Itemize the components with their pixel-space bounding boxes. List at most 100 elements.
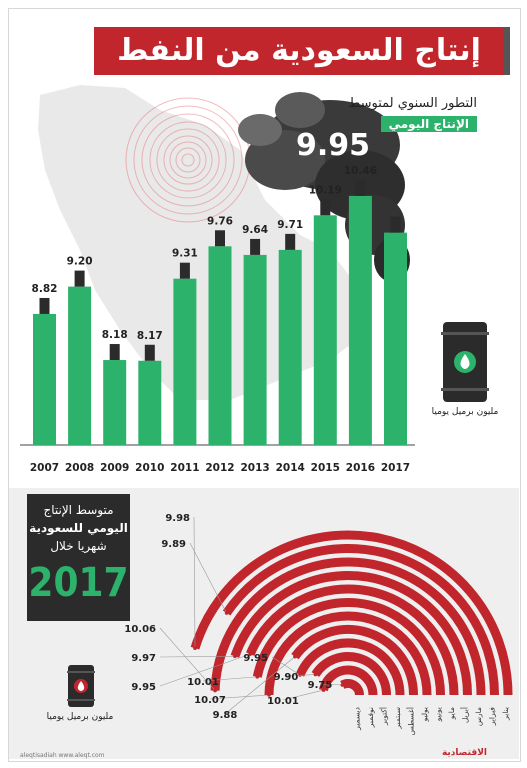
x-tick-label: 2009 (100, 462, 129, 474)
bar (138, 360, 162, 445)
annual-subtitle-highlight: الإنتاج اليومي (380, 116, 477, 132)
month-value-label: 10.01 (267, 696, 299, 707)
month-arc (295, 638, 405, 696)
leader-dot (233, 654, 237, 659)
month-arc (222, 544, 499, 696)
month-arc (340, 679, 364, 696)
x-tick-label: 2013 (240, 462, 269, 474)
bar (33, 313, 56, 445)
month-arc (319, 665, 378, 696)
bar (278, 249, 302, 445)
x-tick-label: 2016 (346, 462, 375, 474)
month-label: أغسطس (406, 707, 416, 735)
monthly-title-line2: اليومي للسعودية (29, 521, 128, 535)
leader-line (159, 627, 216, 691)
month-arc (246, 584, 459, 696)
bar (173, 278, 197, 445)
month-value-label: 9.88 (213, 710, 238, 721)
x-tick-label: 2007 (30, 462, 59, 474)
bar-cap (179, 262, 190, 279)
month-value-label: 9.90 (274, 672, 299, 683)
bar (68, 286, 92, 445)
x-tick-label: 2012 (205, 462, 234, 474)
month-arc (264, 611, 432, 696)
month-label: نوفمبر (366, 707, 375, 728)
bar-cap (320, 199, 331, 216)
leader-line (202, 676, 258, 682)
month-arc (230, 571, 472, 696)
x-tick-label: 2008 (65, 462, 94, 474)
bar-value-label: 10.19 (309, 184, 342, 196)
month-label: ديسمبر (353, 707, 362, 731)
bar-cap (109, 344, 120, 361)
bar (243, 254, 267, 445)
leader-dot (193, 646, 197, 650)
monthly-title-box (27, 494, 130, 621)
month-arc (311, 652, 391, 696)
bar-cap (215, 230, 225, 247)
bar-cap (250, 238, 261, 255)
bar-cap (285, 233, 296, 250)
monthly-title-line1: متوسط الإنتاج (43, 503, 114, 517)
month-value-label: 9.89 (161, 539, 186, 550)
smoke-value-label: 9.95 (296, 128, 371, 163)
annual-bar-chart: 8.82 2007 9.20 2008 8.18 2009 8.17 2010 9.31 2011… (20, 165, 415, 474)
leader-line (282, 689, 324, 701)
oil-barrel-icon (441, 322, 489, 402)
month-value-label: 9.75 (308, 680, 333, 691)
bar (348, 195, 372, 445)
month-value-label: 9.98 (165, 513, 190, 524)
leader-dot (224, 611, 229, 615)
bar-value-label: 9.31 (172, 248, 198, 260)
monthly-unit-label: مليون برميل يوميا (46, 712, 114, 722)
month-arc (252, 598, 445, 696)
month-value-label: 9.95 (131, 682, 156, 693)
month-arc (210, 557, 486, 696)
month-label: يناير (501, 707, 510, 721)
x-tick-label: 2011 (170, 462, 199, 474)
leader-dot (298, 673, 302, 677)
infographic-frame (8, 8, 521, 762)
bar-cap (74, 270, 85, 287)
bar-value-label: 8.18 (102, 329, 128, 341)
footer-handle: aleqtisadiah www.aleqt.com (20, 752, 105, 759)
month-arc (190, 530, 513, 696)
x-tick-label: 2017 (381, 462, 410, 474)
leader-dot (340, 683, 345, 687)
month-label: أبريل (460, 707, 470, 723)
month-label: سبتمبر (393, 707, 402, 730)
month-label: يونيو (434, 707, 443, 722)
annual-subtitle: التطور السنوي لمتوسط (348, 96, 477, 111)
leader-dot (213, 688, 217, 693)
leader-line (189, 542, 227, 614)
month-label: مايو (447, 707, 456, 720)
month-arc (291, 625, 418, 696)
leader-line (271, 656, 301, 676)
bar-value-label: 8.82 (32, 283, 58, 295)
x-tick-label: 2015 (311, 462, 340, 474)
leader-line (224, 656, 296, 715)
monthly-year: 2017 (28, 560, 129, 606)
leader-line (159, 655, 235, 658)
month-value-label: 10.01 (187, 677, 219, 688)
bar (103, 360, 127, 445)
title-stripe (504, 27, 510, 75)
month-label: فبراير (488, 707, 497, 727)
month-label: يوليو (420, 707, 429, 722)
bar-value-label: 8.17 (137, 330, 163, 342)
month-label: أكتوبر (379, 707, 389, 726)
annual-unit-label: مليون برميل يوميا (431, 407, 499, 417)
bar-value-label: 10.46 (344, 165, 377, 177)
monthly-title-line3: شهريا خلال (50, 539, 107, 553)
leader-dot (267, 693, 271, 697)
leader-line (319, 683, 343, 686)
month-value-label: 9.97 (131, 653, 156, 664)
month-value-label: 10.07 (194, 695, 226, 706)
page-title: إنتاج السعودية من النفط (94, 27, 504, 75)
bar-cap (355, 179, 366, 196)
leader-dot (313, 672, 318, 677)
month-label: مارس (474, 707, 483, 726)
bar-value-label: 9.71 (277, 219, 303, 231)
leader-dot (293, 654, 297, 659)
